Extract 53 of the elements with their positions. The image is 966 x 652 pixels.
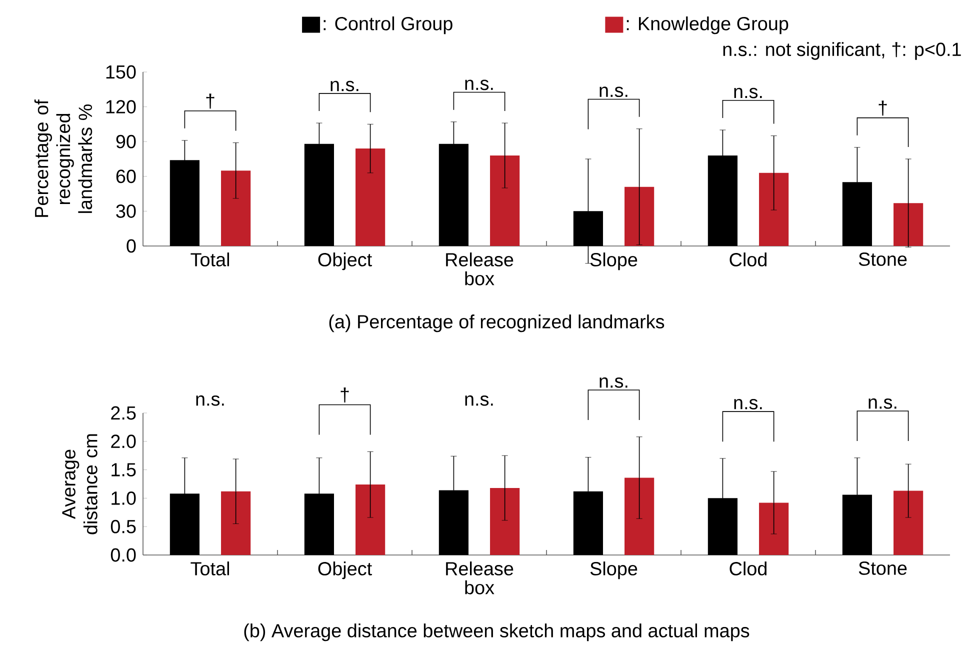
annotation: n.s. [600, 86, 628, 98]
bar [356, 148, 386, 246]
bar [894, 490, 924, 555]
y-axis-title: Percentage of recognized landmarks % [34, 100, 92, 217]
legend-label: : Knowledge Group [626, 16, 788, 34]
x-tick-label: Stone [858, 561, 907, 575]
y-tick-label: 0.0 [110, 548, 136, 562]
bar [490, 488, 520, 555]
text: n.s.: not significant, †: p<0.1 [723, 42, 961, 60]
text: n.s. [196, 395, 224, 406]
x-tick-label: Total [190, 561, 229, 576]
x-tick-label: Release box [446, 252, 514, 286]
text: (a) Percentage of recognized landmarks [329, 314, 664, 332]
y-tick-label: 150 [106, 65, 136, 79]
y-tick-label: 1.0 [112, 491, 136, 505]
annotation: n.s. [465, 80, 493, 90]
bar [356, 484, 386, 555]
y-tick-label: 2.5 [111, 406, 136, 420]
text: n.s. [734, 398, 762, 410]
annotation: † [206, 94, 214, 109]
y-tick-label: 0.5 [110, 520, 136, 534]
legend-label: : Control Group [324, 16, 452, 34]
x-tick-label: Clod [730, 252, 766, 266]
bar [708, 156, 738, 246]
y-tick-label: 30 [116, 204, 136, 218]
x-tick-label: Stone [858, 252, 907, 266]
y-tick-label: 1.5 [112, 463, 136, 476]
x-tick-label: Object [318, 252, 372, 270]
bar [221, 170, 251, 246]
text: (b) Average distance between sketch maps and actual maps [244, 623, 750, 642]
y-tick-label: 0 [126, 239, 136, 253]
bar [490, 156, 520, 246]
text: n.s. [600, 377, 628, 388]
x-tick-label: Object [318, 561, 372, 580]
annotation: n.s. [734, 88, 762, 98]
x-tick-label: Total [190, 252, 229, 266]
bar [170, 160, 200, 246]
text: † [340, 388, 349, 403]
bar [304, 144, 334, 246]
x-tick-label: Clod [730, 561, 766, 576]
annotation: n.s. [330, 80, 358, 92]
y-tick-label: 90 [116, 134, 136, 148]
y-tick-label: 60 [116, 170, 136, 184]
x-tick-label: Release box [446, 561, 514, 594]
annotation: † [878, 100, 887, 116]
y-tick-label: 120 [106, 100, 136, 114]
text: n.s. [868, 398, 896, 409]
y-axis-title: Average distance cm [62, 434, 98, 534]
x-tick-label: Slope [590, 252, 638, 270]
x-tick-label: Slope [590, 561, 638, 580]
text: n.s. [465, 395, 493, 406]
y-tick-label: 2.0 [111, 434, 136, 448]
bar [438, 144, 468, 246]
